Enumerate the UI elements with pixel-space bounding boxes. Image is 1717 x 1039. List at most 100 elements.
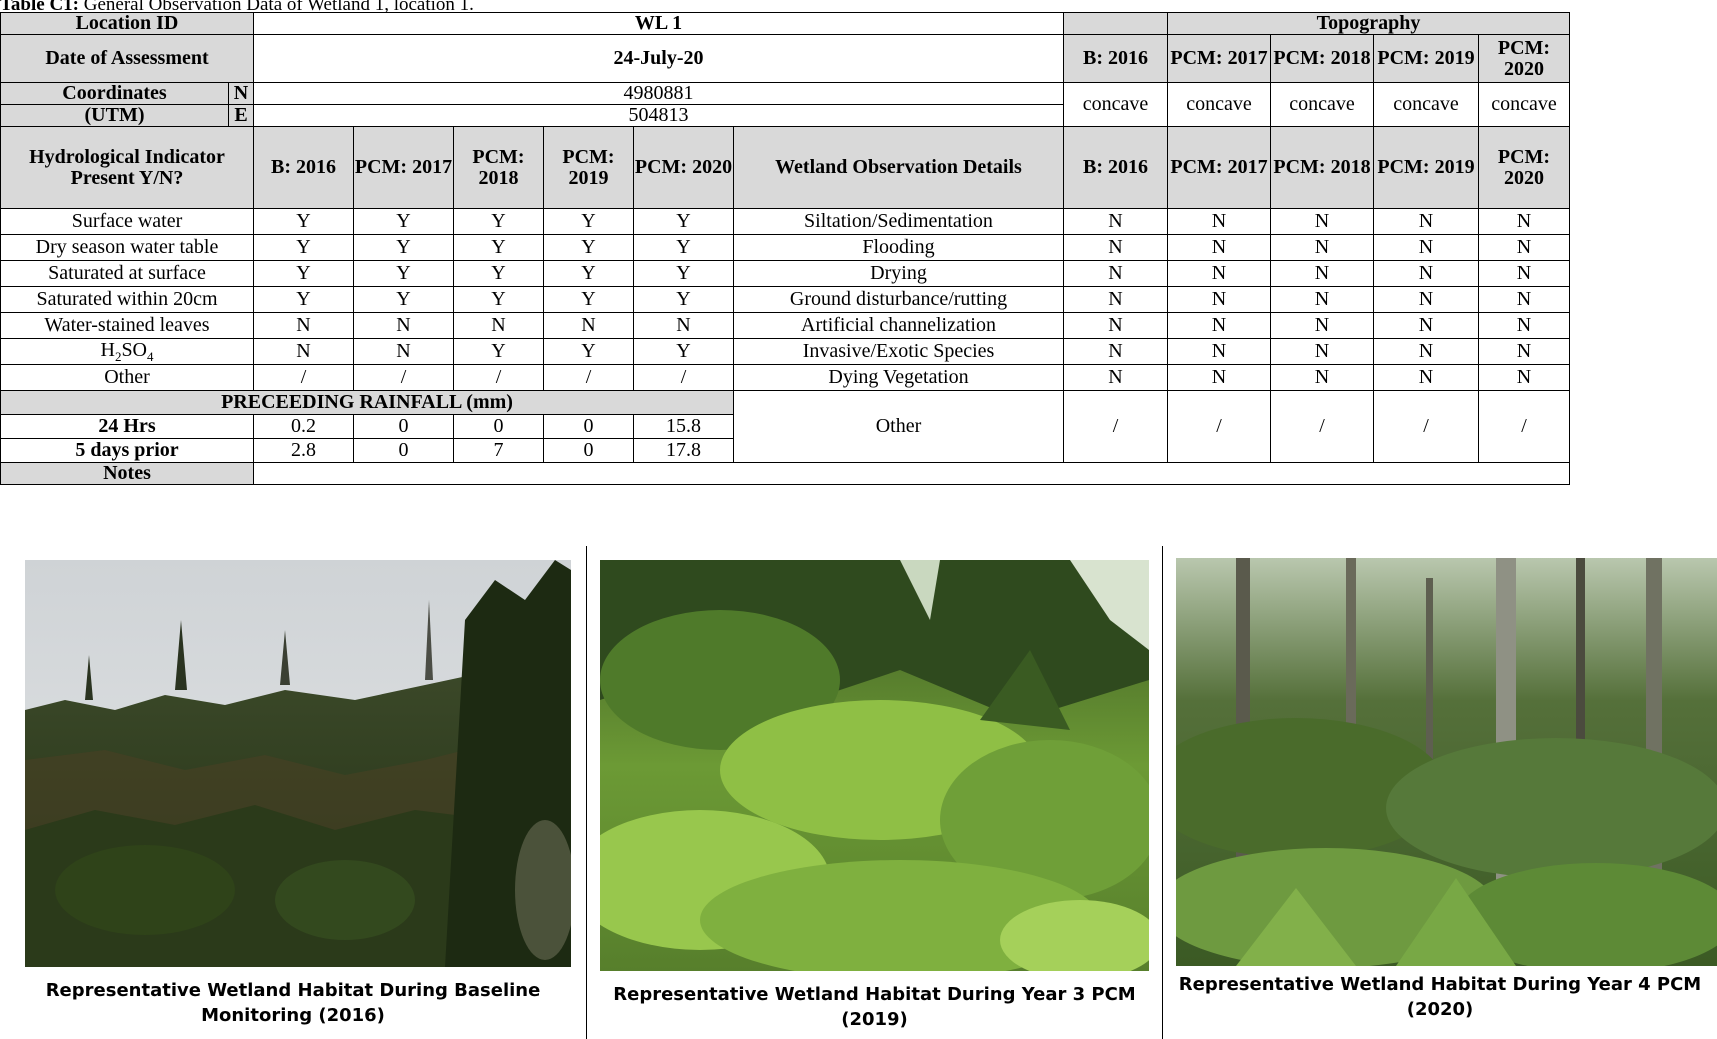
obs-cell: N: [1063, 338, 1168, 365]
hydro-year-header: PCM: 2020: [633, 126, 734, 209]
hydro-cell: Y: [633, 286, 734, 313]
table-row: H2SO4 N N Y Y Y Invasive/Exotic Species …: [0, 338, 1570, 365]
hydro-cell: Y: [543, 338, 634, 365]
photo-caption-line: Monitoring (2016): [201, 1005, 385, 1027]
topography-label: Topography: [1167, 12, 1570, 35]
indicator-h: H: [100, 338, 115, 361]
photo-caption-line: Representative Wetland Habitat During Ye…: [1178, 974, 1702, 995]
obs-cell: N: [1063, 312, 1168, 339]
rainfall-cell: 0.2: [253, 414, 354, 439]
obs-cell: N: [1373, 364, 1479, 391]
photo-caption-line: Representative Wetland Habitat During Ye…: [613, 984, 1136, 1005]
topo-year-header: PCM: 2017: [1167, 34, 1271, 83]
obs-cell: N: [1478, 364, 1570, 391]
rainfall-cell: 0: [543, 414, 634, 439]
e-label: E: [228, 104, 254, 127]
hydro-cell: Y: [633, 234, 734, 261]
hydro-year-header: B: 2016: [253, 126, 354, 209]
topo-year-header: PCM: 2019: [1373, 34, 1479, 83]
obs-cell: N: [1167, 312, 1271, 339]
notes-label: Notes: [0, 462, 254, 485]
obs-cell: N: [1270, 286, 1374, 313]
caption-label: Table C1:: [0, 0, 80, 15]
hydro-cell: Y: [633, 338, 734, 365]
table-row: Dry season water table Y Y Y Y Y Floodin…: [0, 234, 1570, 261]
hydro-cell: /: [543, 364, 634, 391]
obs-cell: N: [1063, 208, 1168, 235]
hydro-cell: /: [453, 364, 544, 391]
topography-value: concave: [1270, 82, 1374, 127]
hydro-cell: N: [453, 312, 544, 339]
observation-label: Siltation/Sedimentation: [733, 208, 1064, 235]
obs-cell: N: [1063, 260, 1168, 287]
n-value: 4980881: [253, 82, 1064, 105]
rainfall-cell: 0: [353, 438, 454, 463]
indicator-label: Water-stained leaves: [0, 312, 254, 339]
obs-cell: N: [1270, 312, 1374, 339]
hydro-cell: Y: [633, 260, 734, 287]
indicator-label: Saturated within 20cm: [0, 286, 254, 313]
table-row: Other / / / / / Dying Vegetation N N N N…: [0, 364, 1570, 391]
photo-caption-line: (2019): [841, 1009, 908, 1031]
rainfall-cell: 0: [353, 414, 454, 439]
photo-caption-2016: Representative Wetland Habitat During Ba…: [0, 978, 586, 1028]
hydro-cell: Y: [543, 208, 634, 235]
table-caption: Table C1: General Observation Data of We…: [0, 0, 474, 16]
obs-cell: N: [1373, 208, 1479, 235]
rainfall-cell: 7: [453, 438, 544, 463]
wetland-photo-2019: [600, 560, 1149, 971]
indicator-label: Surface water: [0, 208, 254, 235]
table-row: Water-stained leaves N N N N N Artificia…: [0, 312, 1570, 339]
obs-cell: N: [1270, 208, 1374, 235]
obs-year-header: PCM: 2020: [1478, 126, 1570, 209]
rainfall-cell: 15.8: [633, 414, 734, 439]
hydro-cell: N: [253, 312, 354, 339]
hydro-year-header: PCM: 2019: [543, 126, 634, 209]
other-obs-cell: /: [1063, 390, 1168, 463]
hydro-cell: Y: [453, 234, 544, 261]
topography-value: concave: [1167, 82, 1271, 127]
topo-year-header: B: 2016: [1063, 34, 1168, 83]
hydro-cell: Y: [253, 234, 354, 261]
rainfall-cell: 2.8: [253, 438, 354, 463]
obs-year-header: PCM: 2018: [1270, 126, 1374, 209]
obs-cell: N: [1478, 208, 1570, 235]
obs-cell: N: [1478, 286, 1570, 313]
observation-label: Drying: [733, 260, 1064, 287]
indicator-label: Dry season water table: [0, 234, 254, 261]
location-id-value: WL 1: [253, 12, 1064, 35]
obs-cell: N: [1373, 286, 1479, 313]
obs-cell: N: [1478, 260, 1570, 287]
obs-year-header: PCM: 2019: [1373, 126, 1479, 209]
hydro-header: Hydrological Indicator Present Y/N?: [0, 126, 254, 209]
obs-cell: N: [1270, 260, 1374, 287]
hydro-cell: Y: [453, 286, 544, 313]
indicator-label: Saturated at surface: [0, 260, 254, 287]
hydro-cell: /: [253, 364, 354, 391]
obs-cell: N: [1167, 286, 1271, 313]
location-id-label: Location ID: [0, 12, 254, 35]
caption-text: General Observation Data of Wetland 1, l…: [79, 0, 474, 15]
hydro-cell: /: [353, 364, 454, 391]
obs-cell: N: [1478, 338, 1570, 365]
hydro-cell: Y: [253, 286, 354, 313]
table-row: Surface water Y Y Y Y Y Siltation/Sedime…: [0, 208, 1570, 235]
obs-cell: N: [1167, 338, 1271, 365]
obs-cell: N: [1373, 234, 1479, 261]
topography-blank: [1063, 12, 1168, 35]
notes-value: [253, 462, 1570, 485]
photo-cell-2019: Representative Wetland Habitat During Ye…: [587, 546, 1163, 1039]
observation-label: Invasive/Exotic Species: [733, 338, 1064, 365]
photo-panel: Representative Wetland Habitat During Ba…: [0, 546, 1717, 1039]
observation-label: Artificial channelization: [733, 312, 1064, 339]
table-row: Saturated at surface Y Y Y Y Y Drying N …: [0, 260, 1570, 287]
coordinates-label: Coordinates: [0, 82, 229, 105]
rainfall-cell: 17.8: [633, 438, 734, 463]
e-value: 504813: [253, 104, 1064, 127]
indicator-so: SO: [121, 338, 148, 361]
hydro-cell: Y: [453, 338, 544, 365]
hydro-cell: Y: [543, 234, 634, 261]
photo-caption-line: (2020): [1406, 999, 1474, 1021]
date-label: Date of Assessment: [0, 34, 254, 83]
hydro-cell: Y: [253, 208, 354, 235]
